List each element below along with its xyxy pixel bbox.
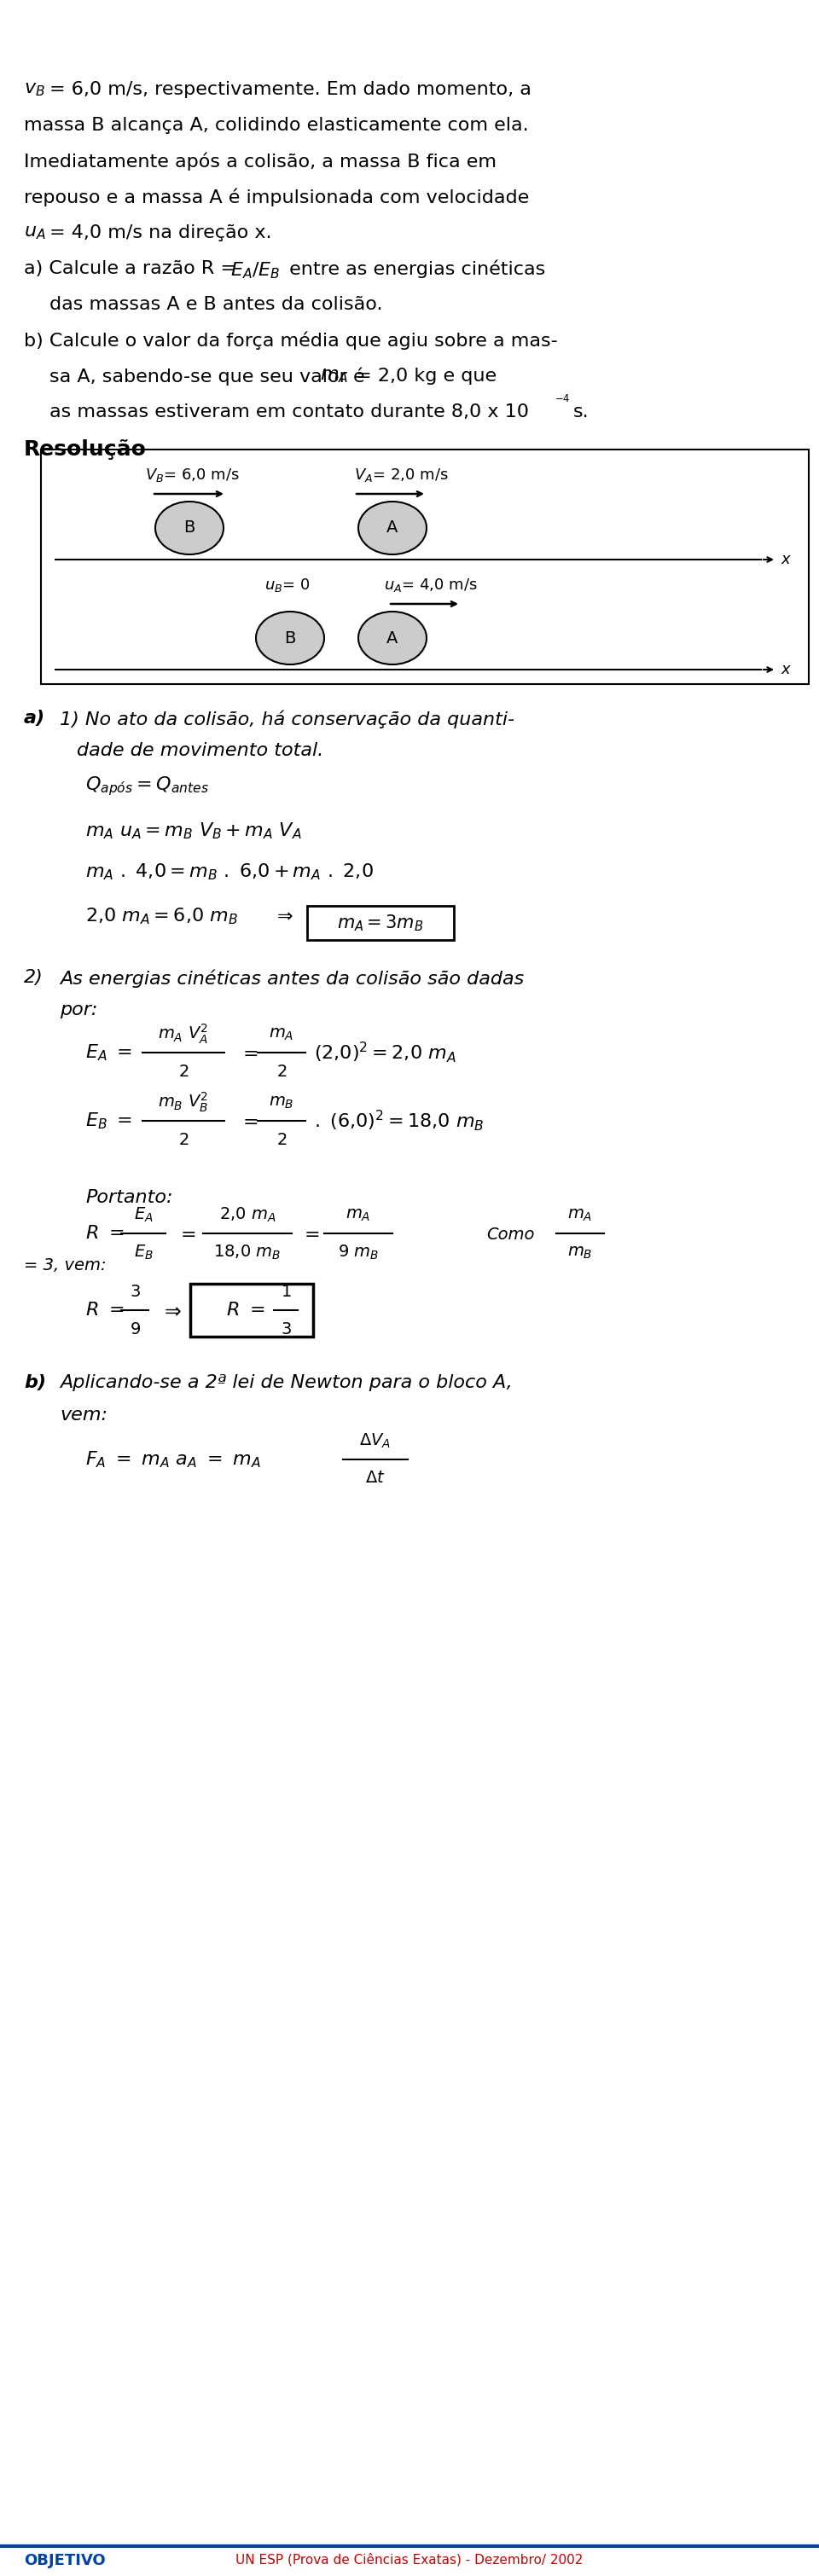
- Text: $E_A\ =$: $E_A\ =$: [85, 1043, 133, 1064]
- Text: as massas estiveram em contato durante 8,0 x 10: as massas estiveram em contato durante 8…: [49, 404, 529, 420]
- Ellipse shape: [359, 611, 427, 665]
- Text: $=$: $=$: [301, 1224, 319, 1242]
- Text: dade de movimento total.: dade de movimento total.: [77, 742, 324, 760]
- Text: $=$: $=$: [177, 1224, 196, 1242]
- Text: $\Rightarrow$: $\Rightarrow$: [273, 907, 293, 925]
- Text: $1$: $1$: [280, 1283, 292, 1298]
- Text: $2$: $2$: [179, 1064, 188, 1079]
- Text: $m_A$: $m_A$: [269, 1025, 294, 1041]
- Text: 2): 2): [24, 969, 43, 987]
- Text: entre as energias cinéticas: entre as energias cinéticas: [283, 260, 545, 278]
- Text: $u_A$= 4,0 m/s: $u_A$= 4,0 m/s: [384, 577, 477, 592]
- Text: repouso e a massa A é impulsionada com velocidade: repouso e a massa A é impulsionada com v…: [24, 188, 529, 206]
- FancyBboxPatch shape: [41, 451, 808, 685]
- Text: por:: por:: [60, 1002, 97, 1018]
- Text: $=$: $=$: [239, 1043, 258, 1061]
- Text: OBJETIVO: OBJETIVO: [24, 2553, 106, 2568]
- Text: $m_A\ .\ 4{,}0 = m_B\ .\ 6{,}0 + m_A\ .\ 2{,}0$: $m_A\ .\ 4{,}0 = m_B\ .\ 6{,}0 + m_A\ .\…: [85, 863, 373, 881]
- Ellipse shape: [359, 502, 427, 554]
- Text: $m_A$: $m_A$: [568, 1206, 593, 1224]
- Text: $m_B\ V_B^2$: $m_B\ V_B^2$: [158, 1090, 209, 1113]
- Text: $2{,}0\ m_A = 6{,}0\ m_B$: $2{,}0\ m_A = 6{,}0\ m_B$: [85, 907, 238, 927]
- Text: $E_A/E_B$: $E_A/E_B$: [230, 260, 280, 281]
- Text: $m_A$: $m_A$: [346, 1206, 371, 1224]
- Text: $m_A = 3m_B$: $m_A = 3m_B$: [337, 912, 423, 933]
- Text: $E_B$: $E_B$: [133, 1244, 153, 1262]
- Text: Portanto:: Portanto:: [85, 1190, 173, 1206]
- Text: $9\ m_B$: $9\ m_B$: [337, 1244, 379, 1262]
- Text: b) Calcule o valor da força média que agiu sobre a mas-: b) Calcule o valor da força média que ag…: [24, 332, 558, 350]
- Text: $m_A$: $m_A$: [320, 368, 348, 384]
- Text: A: A: [387, 631, 398, 647]
- Text: $v_B$: $v_B$: [24, 80, 45, 98]
- Text: $u_A$: $u_A$: [24, 224, 46, 242]
- Text: a): a): [24, 708, 45, 726]
- Text: $2{,}0\ m_A$: $2{,}0\ m_A$: [219, 1206, 276, 1224]
- Text: $18{,}0\ m_B$: $18{,}0\ m_B$: [214, 1244, 281, 1262]
- Ellipse shape: [256, 611, 324, 665]
- FancyBboxPatch shape: [190, 1283, 313, 1337]
- Text: massa B alcança A, colidindo elasticamente com ela.: massa B alcança A, colidindo elasticamen…: [24, 116, 528, 134]
- Text: sa A, sabendo-se que seu valor é: sa A, sabendo-se que seu valor é: [49, 368, 371, 386]
- Text: UN ESP (Prova de Ciências Exatas) - Dezembro/ 2002: UN ESP (Prova de Ciências Exatas) - Deze…: [236, 2553, 583, 2566]
- Text: $R\ =$: $R\ =$: [85, 1301, 124, 1319]
- Text: $E_A$: $E_A$: [133, 1206, 153, 1224]
- Text: a) Calcule a razão R =: a) Calcule a razão R =: [24, 260, 242, 278]
- Text: $R\ =$: $R\ =$: [85, 1224, 124, 1242]
- Text: A: A: [387, 520, 398, 536]
- FancyBboxPatch shape: [307, 907, 454, 940]
- Text: $9$: $9$: [129, 1321, 140, 1337]
- Text: $F_A\ =\ m_A\ a_A\ =\ m_A$: $F_A\ =\ m_A\ a_A\ =\ m_A$: [85, 1450, 261, 1468]
- Text: s.: s.: [573, 404, 589, 420]
- Text: $2$: $2$: [179, 1131, 188, 1149]
- Text: $m_A\ V_A^2$: $m_A\ V_A^2$: [158, 1023, 209, 1046]
- Text: $\Delta V_A$: $\Delta V_A$: [360, 1432, 391, 1450]
- Text: $^{-4}$: $^{-4}$: [554, 394, 570, 410]
- Text: $V_B$= 6,0 m/s: $V_B$= 6,0 m/s: [145, 466, 239, 484]
- Text: $V_A$= 2,0 m/s: $V_A$= 2,0 m/s: [354, 466, 449, 484]
- Text: $=$: $=$: [239, 1113, 258, 1128]
- Text: B: B: [183, 520, 195, 536]
- Text: $E_B\ =$: $E_B\ =$: [85, 1110, 133, 1131]
- Text: $2$: $2$: [276, 1064, 287, 1079]
- Text: = 2,0 kg e que: = 2,0 kg e que: [350, 368, 496, 384]
- Text: $R\ =$: $R\ =$: [226, 1301, 265, 1319]
- Text: Aplicando-se a 2ª lei de Newton para o bloco A,: Aplicando-se a 2ª lei de Newton para o b…: [60, 1373, 513, 1391]
- Text: $\Delta t$: $\Delta t$: [365, 1471, 386, 1486]
- Text: $u_B$= 0: $u_B$= 0: [265, 577, 310, 592]
- Text: Como: Como: [486, 1226, 534, 1242]
- Text: 1) No ato da colisão, há conservação da quanti-: 1) No ato da colisão, há conservação da …: [60, 708, 514, 729]
- Text: $3$: $3$: [280, 1321, 292, 1337]
- Text: x: x: [781, 551, 790, 567]
- Text: Imediatamente após a colisão, a massa B fica em: Imediatamente após a colisão, a massa B …: [24, 152, 496, 170]
- Text: $3$: $3$: [129, 1283, 140, 1298]
- Text: das massas A e B antes da colisão.: das massas A e B antes da colisão.: [49, 296, 382, 314]
- Text: = 3, vem:: = 3, vem:: [24, 1257, 106, 1273]
- Text: $2$: $2$: [276, 1131, 287, 1149]
- Text: $Q_{após} = Q_{antes}$: $Q_{após} = Q_{antes}$: [85, 775, 209, 799]
- Text: = 6,0 m/s, respectivamente. Em dado momento, a: = 6,0 m/s, respectivamente. Em dado mome…: [49, 80, 532, 98]
- Text: As energias cinéticas antes da colisão são dadas: As energias cinéticas antes da colisão s…: [60, 969, 524, 987]
- Text: Resolução: Resolução: [24, 440, 147, 459]
- Text: $m_B$: $m_B$: [568, 1244, 593, 1260]
- Text: $m_B$: $m_B$: [269, 1095, 294, 1110]
- Text: vem:: vem:: [60, 1406, 107, 1425]
- Text: B: B: [284, 631, 296, 647]
- Text: b): b): [24, 1373, 46, 1391]
- Text: $(2{,}0)^2 = 2{,}0\ m_A$: $(2{,}0)^2 = 2{,}0\ m_A$: [314, 1041, 456, 1064]
- Text: $m_A\ u_A = m_B\ V_B + m_A\ V_A$: $m_A\ u_A = m_B\ V_B + m_A\ V_A$: [85, 822, 301, 840]
- Ellipse shape: [156, 502, 224, 554]
- Text: $\Rightarrow$: $\Rightarrow$: [161, 1301, 182, 1321]
- Text: = 4,0 m/s na direção x.: = 4,0 m/s na direção x.: [49, 224, 272, 242]
- Text: $. \ (6{,}0)^2 = 18{,}0\ m_B$: $. \ (6{,}0)^2 = 18{,}0\ m_B$: [314, 1108, 484, 1133]
- Text: x: x: [781, 662, 790, 677]
